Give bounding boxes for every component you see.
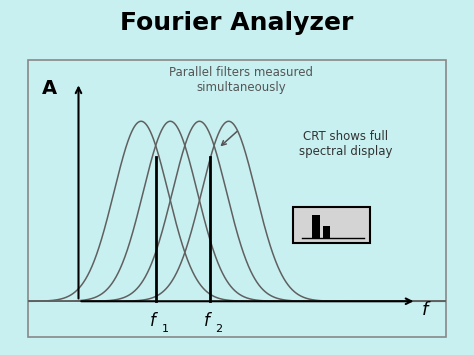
Bar [312, 215, 319, 238]
Text: Fourier Analyzer: Fourier Analyzer [120, 11, 354, 35]
Text: Parallel filters measured
simultaneously: Parallel filters measured simultaneously [169, 66, 313, 94]
Text: f: f [421, 301, 428, 318]
Bar [323, 226, 330, 238]
FancyBboxPatch shape [293, 207, 371, 243]
Text: $f$: $f$ [149, 312, 158, 330]
Text: A: A [42, 78, 57, 98]
Text: 2: 2 [216, 324, 223, 334]
Text: 1: 1 [161, 324, 168, 334]
Text: CRT shows full
spectral display: CRT shows full spectral display [299, 130, 392, 158]
Text: $f$: $f$ [203, 312, 213, 330]
